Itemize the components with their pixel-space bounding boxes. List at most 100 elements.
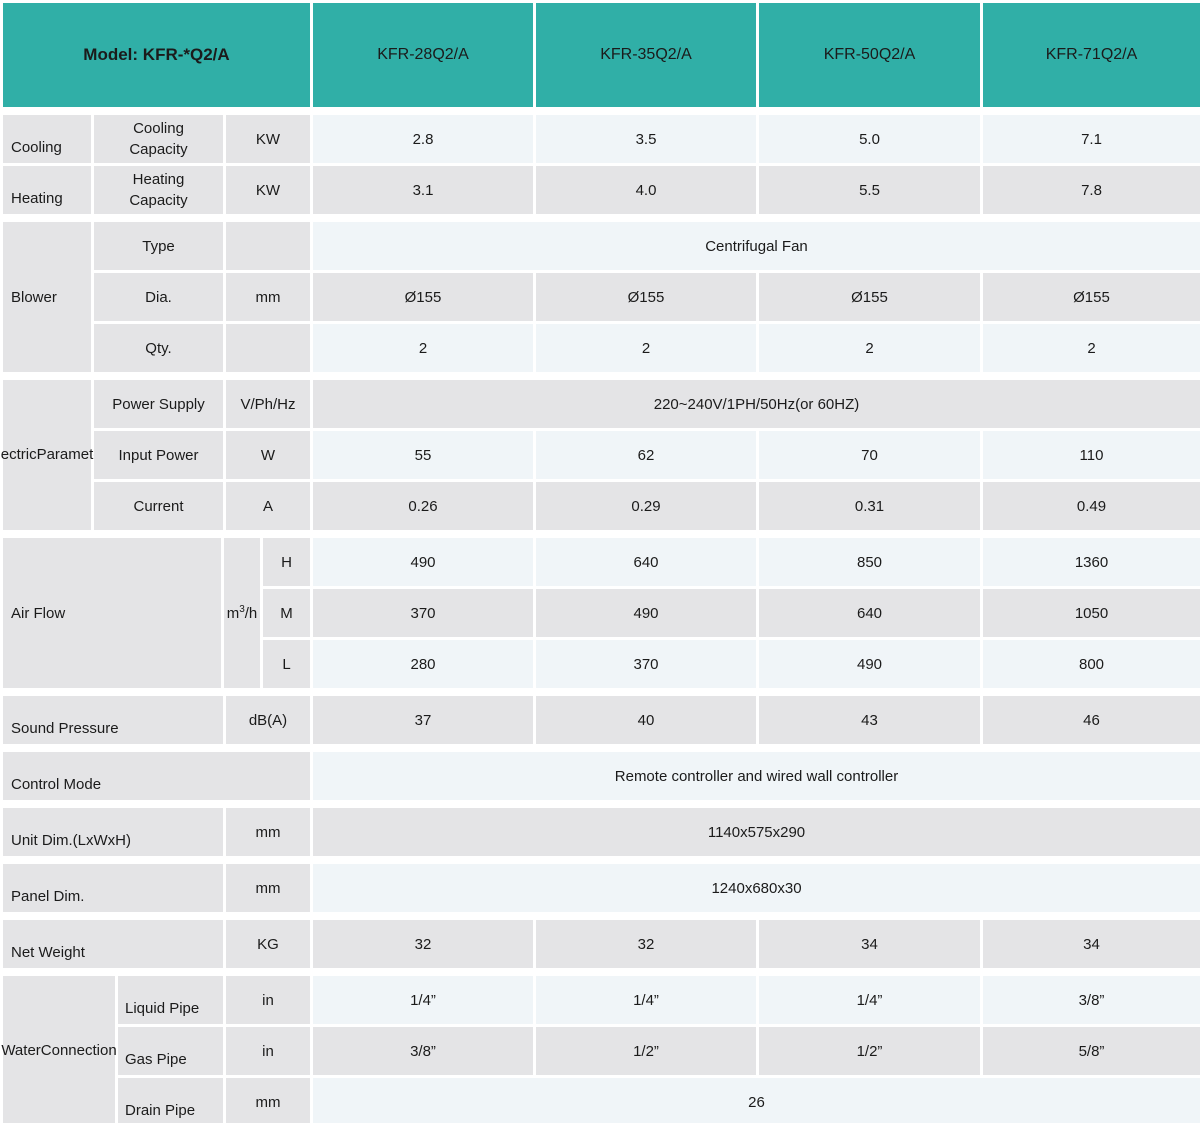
net-weight-value-2: 34: [759, 920, 980, 968]
electric-label-line1: Electric: [0, 446, 37, 463]
water-label-line1: Water: [1, 1042, 41, 1059]
cooling-value-1: 3.5: [536, 115, 756, 163]
air-flow-l-value-3: 800: [983, 640, 1200, 688]
heating-value-0: 3.1: [313, 166, 533, 214]
current-value-2: 0.31: [759, 482, 980, 530]
cooling-value-3: 7.1: [983, 115, 1200, 163]
electric-parameter-label: Electric Parameter: [0, 380, 107, 530]
net-weight-unit: KG: [226, 920, 310, 968]
current-value-1: 0.29: [536, 482, 756, 530]
current-value-0: 0.26: [313, 482, 533, 530]
liquid-pipe-value-1: 1/4”: [536, 976, 756, 1024]
air-flow-m-value-0: 370: [313, 589, 533, 637]
gas-pipe-value-3: 5/8”: [983, 1027, 1200, 1075]
input-power-value-3: 110: [983, 431, 1200, 479]
cooling-value-2: 5.0: [759, 115, 980, 163]
header-col-kfr-35q2a: KFR-35Q2/A: [536, 3, 756, 107]
drain-pipe-value-merged: 26: [313, 1078, 1200, 1123]
blower-qty-value-1: 2: [536, 324, 756, 372]
blower-dia-value-0: Ø155: [313, 273, 533, 321]
blower-type-value-merged: Centrifugal Fan: [313, 222, 1200, 270]
blower-dia-value-3: Ø155: [983, 273, 1200, 321]
air-flow-unit-text: m3/h: [226, 603, 258, 622]
air-flow-h-param: H: [263, 538, 310, 586]
section-air-flow: Air Flow m3/h H 490 640 850 1360 M 370 4…: [3, 538, 1200, 688]
air-flow-m-value-2: 640: [759, 589, 980, 637]
section-capacity: Cooling Cooling Capacity KW 2.8 3.5 5.0 …: [3, 115, 1200, 214]
unit-dim-label: Unit Dim.(LxWxH): [3, 808, 223, 856]
gas-pipe-value-2: 1/2”: [759, 1027, 980, 1075]
blower-qty-param: Qty.: [94, 324, 223, 372]
cooling-unit: KW: [226, 115, 310, 163]
blower-type-param: Type: [94, 222, 223, 270]
air-flow-label: Air Flow: [3, 538, 221, 688]
air-flow-m-param: M: [263, 589, 310, 637]
header-model-label: Model: KFR-*Q2/A: [3, 3, 310, 107]
blower-dia-value-1: Ø155: [536, 273, 756, 321]
sound-pressure-value-2: 43: [759, 696, 980, 744]
section-net-weight: Net Weight KG 32 32 34 34: [3, 920, 1200, 968]
air-flow-l-value-1: 370: [536, 640, 756, 688]
heating-capacity-param: Heating Capacity: [94, 166, 223, 214]
input-power-value-0: 55: [313, 431, 533, 479]
net-weight-value-0: 32: [313, 920, 533, 968]
section-panel-dim: Panel Dim. mm 1240x680x30: [3, 864, 1200, 912]
blower-qty-value-0: 2: [313, 324, 533, 372]
unit-dim-value-merged: 1140x575x290: [313, 808, 1200, 856]
sound-pressure-value-3: 46: [983, 696, 1200, 744]
blower-type-unit: [226, 222, 310, 270]
drain-pipe-param: Drain Pipe: [118, 1078, 223, 1123]
current-value-3: 0.49: [983, 482, 1200, 530]
gas-pipe-value-0: 3/8”: [313, 1027, 533, 1075]
water-label-line2: Connection: [40, 1042, 117, 1059]
section-sound-pressure: Sound Pressure dB(A) 37 40 43 46: [3, 696, 1200, 744]
air-flow-l-value-0: 280: [313, 640, 533, 688]
sound-pressure-unit: dB(A): [226, 696, 310, 744]
section-unit-dim: Unit Dim.(LxWxH) mm 1140x575x290: [3, 808, 1200, 856]
heating-value-1: 4.0: [536, 166, 756, 214]
gas-pipe-param: Gas Pipe: [118, 1027, 223, 1075]
header-col-kfr-71q2a: KFR-71Q2/A: [983, 3, 1200, 107]
air-flow-l-value-2: 490: [759, 640, 980, 688]
control-mode-value-merged: Remote controller and wired wall control…: [313, 752, 1200, 800]
section-water-connection: Water Connection Liquid Pipe in 1/4” 1/4…: [1, 976, 1200, 1123]
blower-qty-unit: [226, 324, 310, 372]
current-param: Current: [94, 482, 223, 530]
liquid-pipe-value-0: 1/4”: [313, 976, 533, 1024]
current-unit: A: [226, 482, 310, 530]
power-supply-unit: V/Ph/Hz: [226, 380, 310, 428]
input-power-value-1: 62: [536, 431, 756, 479]
liquid-pipe-value-2: 1/4”: [759, 976, 980, 1024]
blower-qty-value-3: 2: [983, 324, 1200, 372]
gas-pipe-value-1: 1/2”: [536, 1027, 756, 1075]
air-flow-h-value-3: 1360: [983, 538, 1200, 586]
air-flow-h-value-2: 850: [759, 538, 980, 586]
air-flow-h-value-0: 490: [313, 538, 533, 586]
air-flow-m-value-1: 490: [536, 589, 756, 637]
cooling-value-0: 2.8: [313, 115, 533, 163]
input-power-value-2: 70: [759, 431, 980, 479]
input-power-unit: W: [226, 431, 310, 479]
blower-dia-unit: mm: [226, 273, 310, 321]
blower-dia-param: Dia.: [94, 273, 223, 321]
net-weight-label: Net Weight: [3, 920, 223, 968]
section-control-mode: Control Mode Remote controller and wired…: [3, 752, 1200, 800]
heating-unit: KW: [226, 166, 310, 214]
heating-value-3: 7.8: [983, 166, 1200, 214]
section-electric: Electric Parameter Power Supply V/Ph/Hz …: [0, 380, 1200, 530]
cooling-capacity-param: Cooling Capacity: [94, 115, 223, 163]
unit-dim-unit: mm: [226, 808, 310, 856]
input-power-param: Input Power: [94, 431, 223, 479]
blower-label: Blower: [3, 222, 91, 372]
air-flow-unit: m3/h: [224, 538, 260, 688]
water-connection-label: Water Connection: [1, 976, 117, 1123]
power-supply-param: Power Supply: [94, 380, 223, 428]
blower-dia-value-2: Ø155: [759, 273, 980, 321]
sound-pressure-label: Sound Pressure: [3, 696, 223, 744]
section-blower: Blower Type Centrifugal Fan Dia. mm Ø155…: [3, 222, 1200, 372]
heating-value-2: 5.5: [759, 166, 980, 214]
air-flow-h-value-1: 640: [536, 538, 756, 586]
blower-qty-value-2: 2: [759, 324, 980, 372]
panel-dim-label: Panel Dim.: [3, 864, 223, 912]
